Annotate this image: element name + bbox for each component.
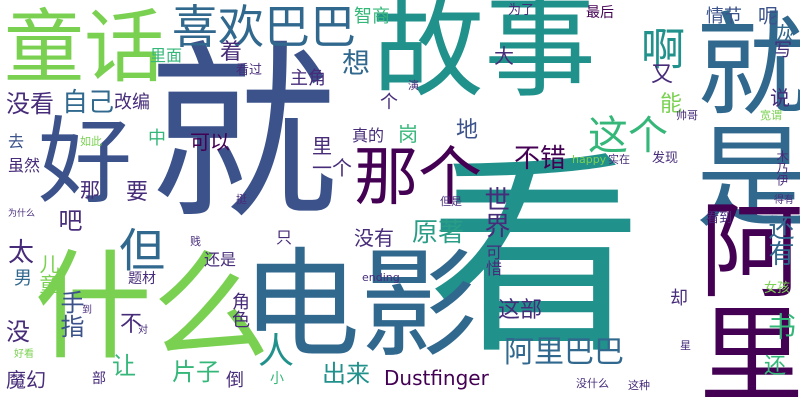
word-jiushi: 就是 xyxy=(677,6,800,230)
word-ba: 吧 xyxy=(54,208,82,232)
word-meishenme: 没什么 xyxy=(576,377,609,390)
word-meikan: 没看 xyxy=(6,90,54,118)
word-dao: 倒 xyxy=(226,370,244,391)
word-haishi: 还是 xyxy=(204,250,237,269)
word-happy: happy xyxy=(572,153,607,166)
word-you: 又 xyxy=(647,62,672,84)
word-ren: 人 xyxy=(258,331,295,372)
word-nage: 那个 xyxy=(354,141,482,215)
word-ertong: 儿童 xyxy=(36,254,60,294)
word-haiyou: 还有 xyxy=(764,214,794,266)
word-zijide: 自己 xyxy=(62,88,115,118)
word-moihuan: 魔幻 xyxy=(6,368,46,392)
word-mei: 没 xyxy=(6,318,30,346)
word-zhezhong: 这种 xyxy=(628,379,650,392)
word-gaibian: 改编 xyxy=(114,92,150,113)
word-weile: 为了 xyxy=(508,3,535,18)
word-haokan: 好看 xyxy=(14,349,34,360)
word-li: 里 xyxy=(312,134,332,158)
word-dianying: 电影 xyxy=(242,236,479,374)
word-meiyou: 没有 xyxy=(354,226,394,250)
word-shuo: 说 xyxy=(770,86,790,110)
word-xie: 写 xyxy=(774,40,792,61)
word-ne: 呢 xyxy=(758,4,778,28)
word-zhende: 真的 xyxy=(352,126,385,145)
word-gang: 岗 xyxy=(398,122,418,146)
word-na: 那 xyxy=(80,178,100,202)
word-zhi: 只 xyxy=(276,228,293,247)
word-jian: 贱 xyxy=(190,235,201,248)
word-shouzhi: 手指 xyxy=(56,290,84,338)
word-jiaose: 角色 xyxy=(229,292,250,328)
word-piandian: 片子 xyxy=(172,358,220,386)
word-zuihou: 最后 xyxy=(586,5,614,21)
word-neng: 能 xyxy=(660,92,683,117)
word-shijie: 世界 xyxy=(480,186,510,238)
word-zhishang: 智商 xyxy=(354,6,390,27)
word-keyi: 可以 xyxy=(190,130,230,154)
word-xing: 星 xyxy=(680,339,691,352)
word-kexi: 可惜 xyxy=(483,244,502,276)
word-hao: 好 xyxy=(38,108,133,217)
word-shuaige: 帅哥 xyxy=(676,109,698,122)
word-tonghua: 童话 xyxy=(4,1,164,94)
word-di: 地 xyxy=(456,118,479,143)
word-ting: 挺 xyxy=(236,193,247,206)
word-suiran: 虽然 xyxy=(8,156,41,175)
word-yige: 一个 xyxy=(312,156,352,180)
word-dehao: 得有 xyxy=(774,195,794,206)
word-yao: 要 xyxy=(126,180,149,205)
word-kan: 看 xyxy=(428,132,643,383)
word-dao2: 到 xyxy=(82,305,92,316)
word-kuanwei: 宽谓 xyxy=(760,109,782,122)
word-tai: 太 xyxy=(8,238,35,268)
word-yan: 演 xyxy=(408,79,419,92)
word-zhege: 这个 xyxy=(588,113,668,159)
word-ali: 阿里 xyxy=(681,196,800,400)
word-faxian: 发现 xyxy=(652,151,679,166)
word-chulai: 出来 xyxy=(322,360,370,388)
word-rang: 让 xyxy=(112,352,136,380)
word-shizai: 实在 xyxy=(608,153,630,166)
word-hai: 还 xyxy=(764,354,787,379)
word-buro: 不错 xyxy=(514,144,567,174)
word-ge: 个 xyxy=(380,92,398,113)
word-zhong: 中 xyxy=(148,128,166,149)
word-ticai: 题材 xyxy=(128,271,156,287)
word-alibaba: 阿里巴巴 xyxy=(504,335,624,370)
word-xiao: 小 xyxy=(270,371,284,387)
word-ruci: 如此 xyxy=(80,135,102,148)
word-dustfinger: Dustfinger xyxy=(384,366,489,390)
word-danshi: 但是 xyxy=(440,195,462,208)
word-qu: 去 xyxy=(8,132,25,151)
word-muniyi: 木乃伊 xyxy=(775,150,789,186)
word-zhebu: 这部 xyxy=(498,298,543,323)
word-ending: ending xyxy=(362,271,400,284)
word-yuanzhu: 原著 xyxy=(412,218,465,248)
word-weishenme: 为什么 xyxy=(8,209,36,219)
word-qingjie: 情节 xyxy=(706,6,742,27)
word-gushi: 故事 xyxy=(372,0,596,113)
word-shu: 书 xyxy=(764,312,797,340)
word-dui: 对 xyxy=(138,325,148,336)
word-kanguo: 看过 xyxy=(236,63,263,78)
word-nvhai: 女孩 xyxy=(764,281,791,296)
word-bu2: 部 xyxy=(92,371,106,387)
word-a: 啊 xyxy=(633,26,684,70)
word-xihuanbaba: 喜欢巴巴 xyxy=(172,0,356,54)
word-nan: 男 xyxy=(14,268,32,289)
word-que: 却 xyxy=(670,288,688,309)
word-jiu: 就 xyxy=(148,24,339,245)
word-hui: 灰 xyxy=(776,22,796,46)
word-limian: 里面 xyxy=(150,46,183,65)
word-xiang: 想 xyxy=(338,48,371,76)
word-shenme: 什么 xyxy=(34,238,271,376)
word-zhe: 着 xyxy=(220,40,243,65)
word-kandao: 看到 xyxy=(706,211,733,226)
word-zhijiao: 主角 xyxy=(290,68,326,89)
word-dan: 但 xyxy=(112,226,166,272)
word-da: 大 xyxy=(494,44,514,68)
word-bu: 不 xyxy=(120,312,143,337)
